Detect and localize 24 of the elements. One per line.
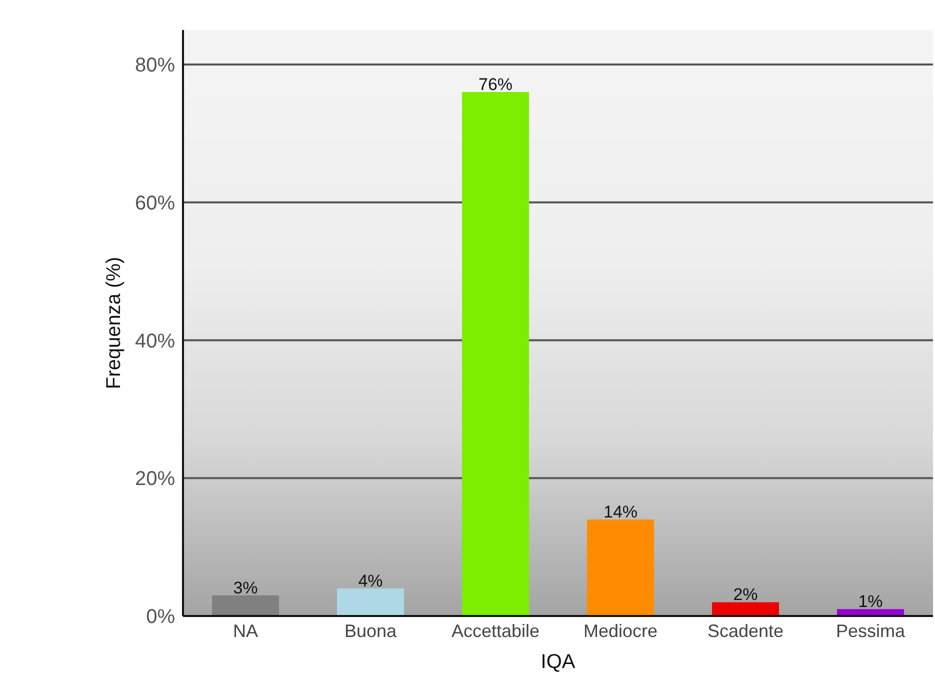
bar — [462, 92, 529, 616]
x-tick-label: Accettabile — [451, 620, 540, 641]
x-axis-title: IQA — [540, 651, 576, 673]
data-label: 1% — [858, 592, 883, 612]
y-tick-label: 60% — [134, 192, 176, 214]
data-label: 3% — [233, 578, 258, 598]
y-tick-label: 0% — [146, 606, 176, 628]
data-label: 2% — [733, 585, 758, 604]
bar — [212, 595, 279, 616]
x-tick-label: Mediocre — [583, 620, 658, 641]
y-tick-label: 40% — [134, 330, 176, 352]
y-axis-title: Frequenza (%) — [103, 256, 126, 390]
x-tick-label: Pessima — [836, 620, 906, 641]
x-tick-label: NA — [232, 620, 258, 641]
data-label: 4% — [358, 571, 383, 590]
y-tick-label: 80% — [134, 54, 176, 77]
bar — [712, 602, 779, 616]
y-tick-label: 20% — [134, 468, 176, 490]
data-label: 76% — [478, 75, 513, 94]
data-label: 14% — [603, 502, 638, 522]
x-tick-label: Scadente — [707, 620, 784, 641]
bar — [587, 519, 654, 616]
bar — [337, 588, 404, 616]
x-tick-label: Buona — [344, 620, 398, 641]
